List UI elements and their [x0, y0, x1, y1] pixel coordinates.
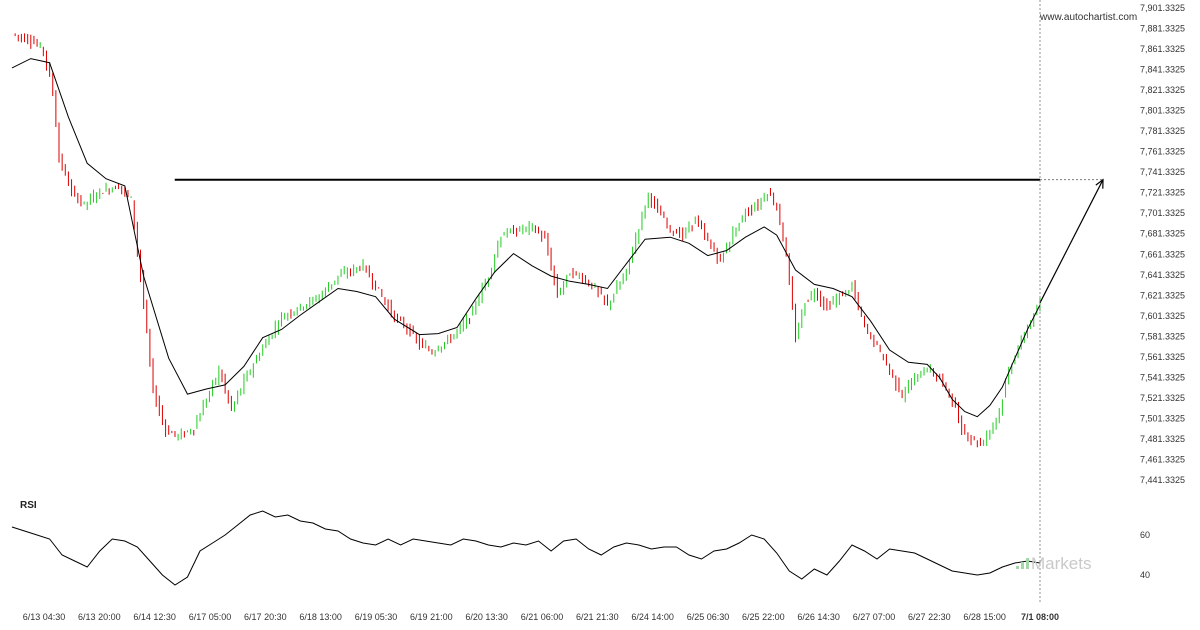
moving-average-line [11, 58, 1041, 418]
x-tick-label: 6/25 06:30 [687, 612, 730, 622]
x-tick-label: 6/17 05:00 [189, 612, 232, 622]
y-tick-label: 7,601.3325 [1140, 311, 1185, 321]
y-tick-label: 7,681.3325 [1140, 229, 1185, 239]
watermark-text: www.autochartist.com [1039, 12, 1137, 23]
rsi-tick-label: 40 [1140, 570, 1150, 580]
y-tick-label: 7,861.3325 [1140, 44, 1185, 54]
rsi-area [11, 510, 1041, 586]
x-tick-label: 7/1 08:00 [1021, 612, 1059, 622]
x-tick-label: 6/21 06:00 [521, 612, 564, 622]
y-tick-label: 7,881.3325 [1140, 24, 1185, 34]
brand-logo-dot [1026, 558, 1029, 569]
forecast-arrow-head [1095, 178, 1104, 189]
y-tick-label: 7,521.3325 [1140, 393, 1185, 403]
y-tick-label: 7,721.3325 [1140, 188, 1185, 198]
y-tick-label: 7,821.3325 [1140, 85, 1185, 95]
y-tick-label: 7,781.3325 [1140, 126, 1185, 136]
brand-logo-dot [1021, 562, 1024, 569]
x-tick-label: 6/14 12:30 [133, 612, 176, 622]
x-tick-label: 6/17 20:30 [244, 612, 287, 622]
x-tick-label: 6/25 22:00 [742, 612, 785, 622]
y-tick-label: 7,661.3325 [1140, 249, 1185, 259]
y-tick-label: 7,501.3325 [1140, 413, 1185, 423]
y-tick-label: 7,641.3325 [1140, 270, 1185, 280]
x-tick-label: 6/13 04:30 [23, 612, 66, 622]
x-tick-label: 6/26 14:30 [797, 612, 840, 622]
x-tick-label: 6/24 14:00 [631, 612, 674, 622]
y-tick-label: 7,901.3325 [1140, 3, 1185, 13]
x-tick-label: 6/27 22:30 [908, 612, 951, 622]
y-tick-label: 7,441.3325 [1140, 475, 1185, 485]
y-tick-label: 7,561.3325 [1140, 352, 1185, 362]
brand-logo-dot [1016, 566, 1019, 569]
y-tick-label: 7,481.3325 [1140, 434, 1185, 444]
x-tick-label: 6/19 21:00 [410, 612, 453, 622]
y-tick-label: 7,801.3325 [1140, 106, 1185, 116]
x-tick-label: 6/27 07:00 [853, 612, 896, 622]
y-tick-label: 7,581.3325 [1140, 331, 1185, 341]
x-tick-label: 6/18 13:00 [299, 612, 342, 622]
rsi-tick-label: 60 [1140, 530, 1150, 540]
y-tick-label: 7,741.3325 [1140, 167, 1185, 177]
rsi-title: RSI [20, 500, 37, 511]
axes: 7,901.3325 7,881.3325 7,861.3325 7,841.3325… [23, 0, 1185, 622]
x-tick-label: 6/19 05:30 [355, 612, 398, 622]
y-tick-label: 7,701.3325 [1140, 208, 1185, 218]
y-tick-label: 7,621.3325 [1140, 290, 1185, 300]
y-tick-label: 7,541.3325 [1140, 372, 1185, 382]
rsi-line [11, 510, 1041, 586]
x-tick-label: 6/13 20:00 [78, 612, 121, 622]
y-tick-label: 7,761.3325 [1140, 147, 1185, 157]
forecast-arrow [1039, 179, 1104, 304]
x-tick-label: 6/28 15:00 [963, 612, 1006, 622]
y-tick-label: 7,841.3325 [1140, 65, 1185, 75]
x-tick-label: 6/20 13:30 [465, 612, 508, 622]
price-area [11, 33, 1104, 448]
y-tick-label: 7,461.3325 [1140, 454, 1185, 464]
brand-logo: Markets [1016, 554, 1091, 573]
brand-text: Markets [1031, 554, 1091, 573]
x-tick-label: 6/21 21:30 [576, 612, 619, 622]
